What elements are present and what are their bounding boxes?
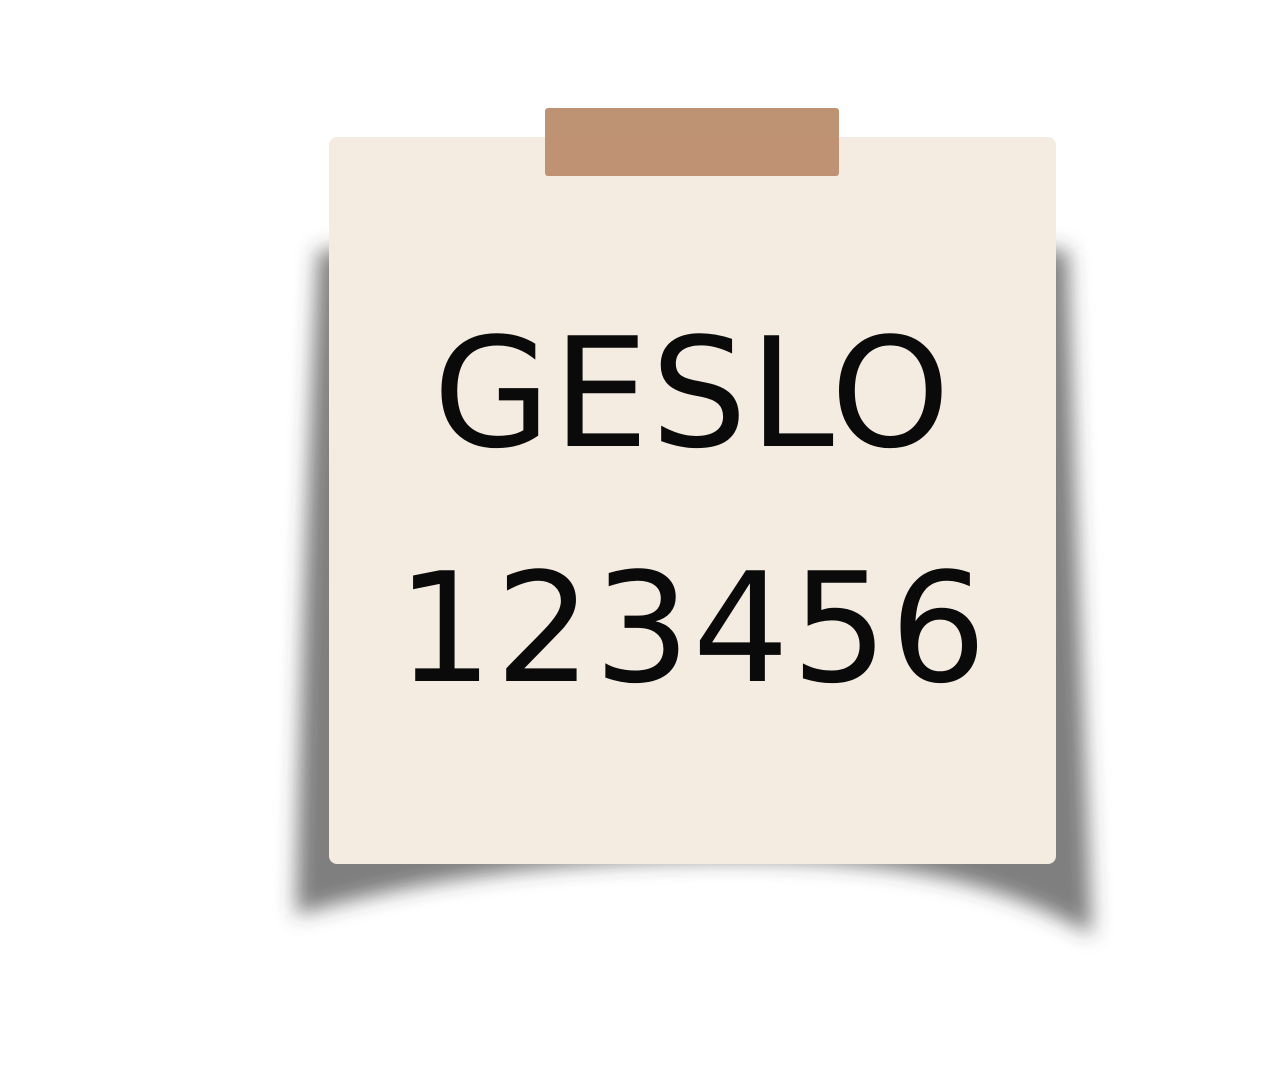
tape-strip [545,108,839,176]
sticky-note-paper [329,137,1056,864]
note-text-word: GESLO [432,305,953,482]
note-text-digits: 123456 [396,540,989,717]
